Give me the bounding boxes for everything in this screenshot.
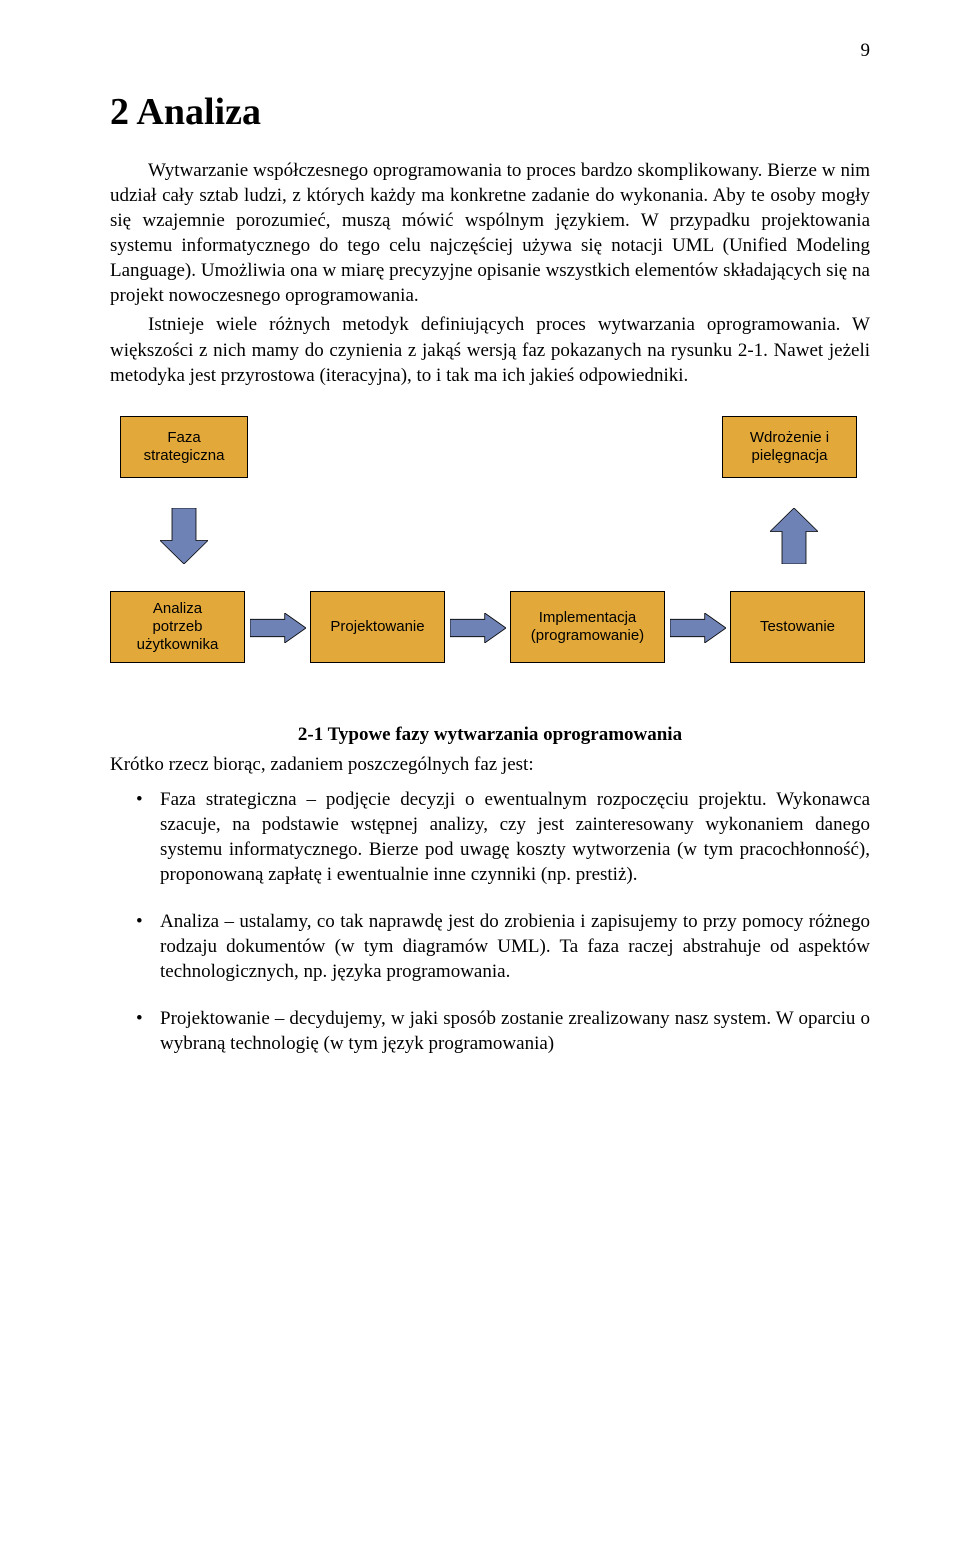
diagram-bottom-box-0: Analizapotrzebużytkownika — [110, 591, 245, 663]
diagram-bottom-box-1: Projektowanie — [310, 591, 445, 663]
phase-bullet-list: Faza strategiczna – podjęcie decyzji o e… — [110, 787, 870, 1057]
page: 9 2 Analiza Wytwarzanie współczesnego op… — [0, 0, 960, 1138]
diagram-top-box-1: Wdrożenie ipielęgnacja — [722, 416, 857, 478]
phase-bullet-1: Analiza – ustalamy, co tak naprawdę jest… — [110, 909, 870, 984]
arrow-up-icon — [770, 508, 818, 564]
arrow-down-icon — [160, 508, 208, 564]
paragraph-2-text: Istnieje wiele różnych metodyk definiują… — [110, 314, 870, 385]
diagram-bottom-box-3: Testowanie — [730, 591, 865, 663]
arrow-right-icon-1 — [450, 613, 506, 643]
paragraph-1: Wytwarzanie współczesnego oprogramowania… — [110, 158, 870, 308]
post-caption-text: Krótko rzecz biorąc, zadaniem poszczegól… — [110, 752, 870, 777]
paragraph-1-text: Wytwarzanie współczesnego oprogramowania… — [110, 160, 870, 306]
diagram-bottom-box-2: Implementacja(programowanie) — [510, 591, 665, 663]
chapter-heading: 2 Analiza — [110, 90, 870, 134]
post-caption-span: Krótko rzecz biorąc, zadaniem poszczegól… — [110, 754, 534, 775]
arrow-right-icon-0 — [250, 613, 306, 643]
phase-bullet-2: Projektowanie – decydujemy, w jaki sposó… — [110, 1006, 870, 1056]
diagram-top-box-0: Fazastrategiczna — [120, 416, 248, 478]
arrow-right-icon-2 — [670, 613, 726, 643]
phases-diagram: Fazastrategiczna Wdrożenie ipielęgnacja An… — [110, 416, 870, 706]
page-number: 9 — [110, 40, 870, 62]
paragraph-2: Istnieje wiele różnych metodyk definiują… — [110, 312, 870, 387]
phase-bullet-0: Faza strategiczna – podjęcie decyzji o e… — [110, 787, 870, 887]
figure-caption: 2-1 Typowe fazy wytwarzania oprogramowan… — [110, 724, 870, 746]
